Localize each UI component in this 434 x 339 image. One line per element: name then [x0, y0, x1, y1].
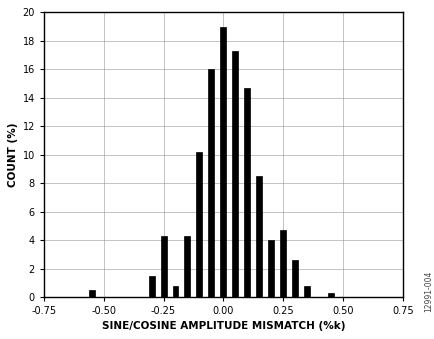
Bar [89, 290, 95, 297]
Bar [268, 240, 273, 297]
Bar [279, 231, 286, 297]
Bar [256, 176, 262, 297]
Bar [244, 88, 250, 297]
Bar [220, 26, 226, 297]
Bar [172, 286, 178, 297]
Bar [327, 293, 333, 297]
Bar [303, 286, 309, 297]
Bar [148, 276, 154, 297]
Bar [208, 69, 214, 297]
X-axis label: SINE/COSINE AMPLITUDE MISMATCH (%k): SINE/COSINE AMPLITUDE MISMATCH (%k) [102, 321, 344, 331]
Bar [160, 236, 166, 297]
Bar [196, 152, 202, 297]
Y-axis label: COUNT (%): COUNT (%) [8, 123, 18, 187]
Bar [232, 51, 238, 297]
Bar [292, 260, 297, 297]
Text: 12991-004: 12991-004 [423, 271, 432, 312]
Bar [184, 236, 190, 297]
